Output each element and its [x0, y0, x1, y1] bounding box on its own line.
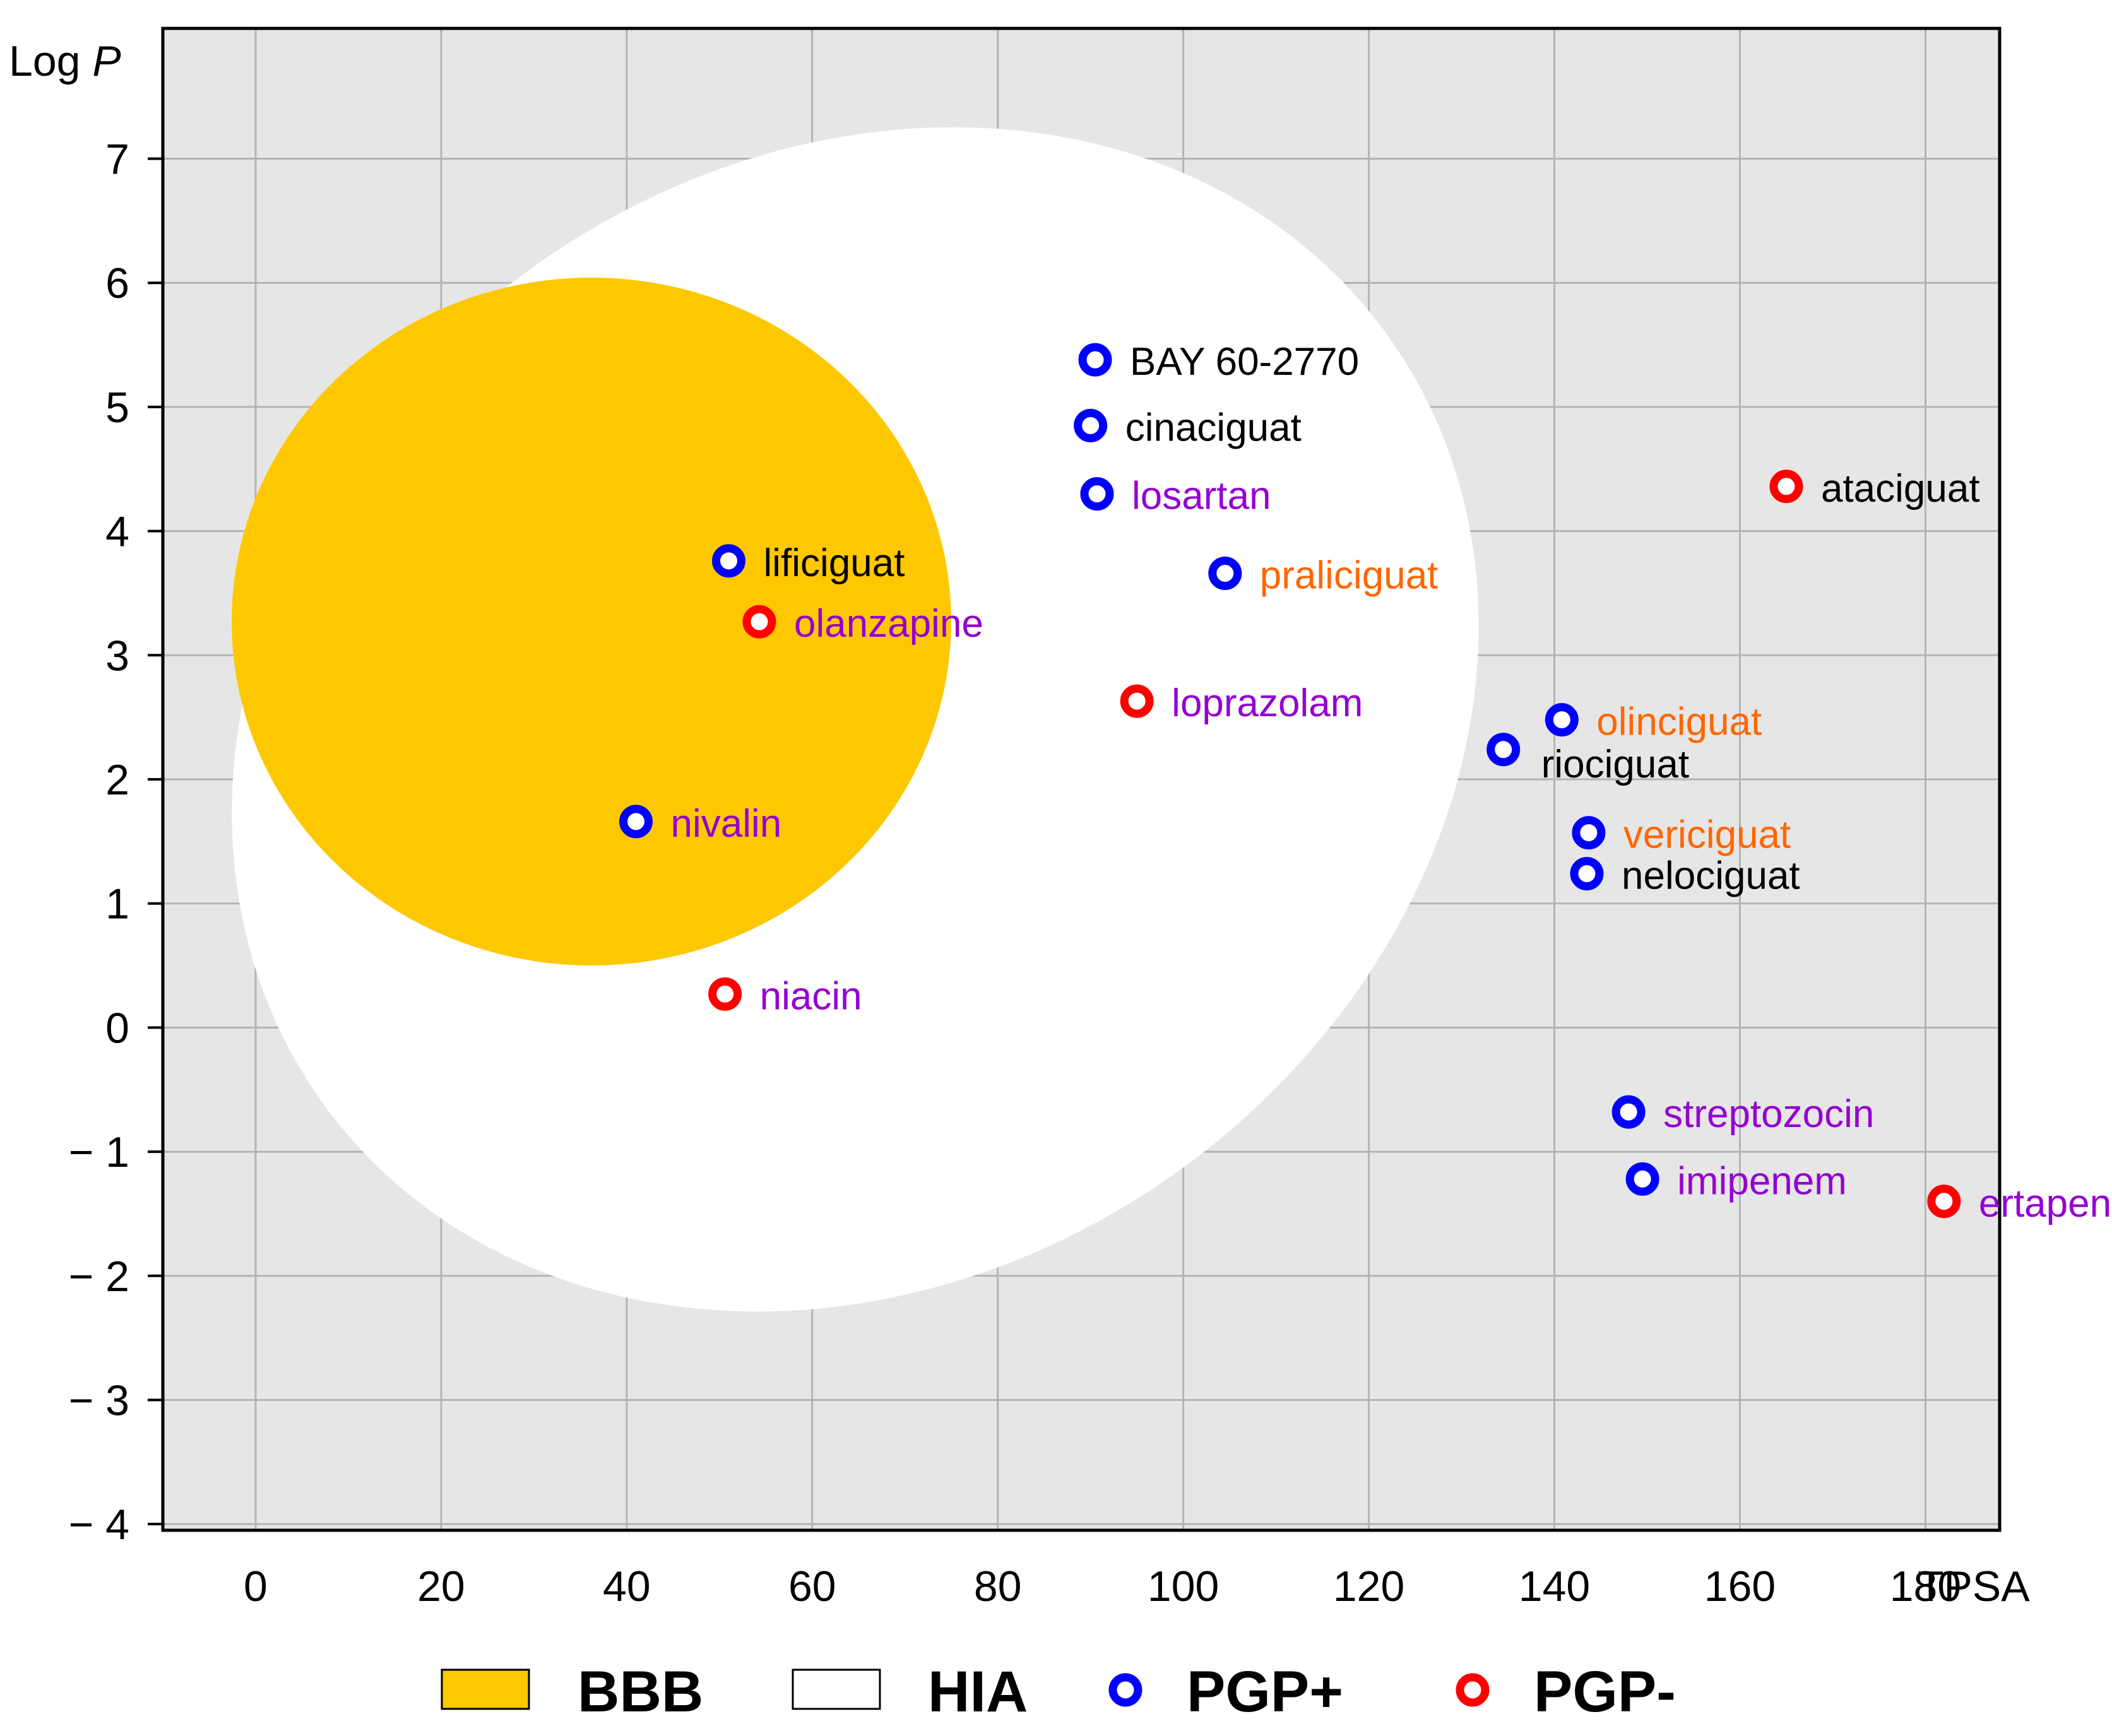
point-label-olanzapine: olanzapine [794, 602, 983, 646]
point-label-nelociguat: nelociguat [1622, 854, 1800, 897]
legend-pgp-plus-marker [1108, 1673, 1142, 1707]
point-marker-praliciguat [1208, 556, 1242, 590]
regions [232, 127, 1479, 1312]
point-label-lificiguat: lificiguat [764, 541, 905, 585]
point-label-niacin: niacin [760, 974, 862, 1018]
point-marker-nivalin [619, 805, 653, 839]
x-tick-label: 140 [1519, 1562, 1590, 1610]
point-marker-losartan [1080, 477, 1114, 511]
point-marker-streptozocin [1611, 1095, 1646, 1129]
y-tick-label: 3 [105, 632, 129, 680]
x-axis-title: TPSA [1918, 1562, 2030, 1610]
legend-bbb-swatch [441, 1668, 530, 1710]
legend-pgp-minus-label: PGP- [1534, 1660, 1676, 1724]
y-tick-label: 1 [105, 880, 129, 928]
point-marker-lificiguat [712, 544, 746, 578]
y-tick-label: 0 [105, 1004, 129, 1052]
x-tick-label: 60 [788, 1562, 836, 1610]
y-tick-label: 7 [105, 136, 129, 184]
data-points: BAY 60-2770 cinaciguat losartan ataciguat li… [619, 340, 2112, 1225]
y-tick-label: − 3 [69, 1376, 129, 1424]
point-label-bay-60-2770: BAY 60-2770 [1130, 340, 1359, 384]
point-marker-olinciguat [1545, 703, 1579, 737]
x-tick-label: 100 [1148, 1562, 1219, 1610]
x-tick-label: 120 [1333, 1562, 1404, 1610]
point-label-cinaciguat: cinaciguat [1125, 406, 1302, 449]
point-marker-vericiguat [1572, 816, 1606, 850]
legend-pgp-minus-marker [1456, 1673, 1490, 1707]
point-marker-ertapenem [1927, 1184, 1961, 1219]
legend-bbb-label: BBB [578, 1660, 703, 1724]
point-label-streptozocin: streptozocin [1663, 1092, 1874, 1136]
point-marker-niacin [708, 977, 742, 1011]
legend-hia-label: HIA [928, 1660, 1028, 1724]
y-tick-label: 5 [105, 384, 129, 432]
point-marker-nelociguat [1570, 856, 1604, 890]
point-label-praliciguat: praliciguat [1260, 553, 1439, 597]
point-marker-ataciguat [1769, 469, 1803, 504]
x-tick-label: 80 [974, 1562, 1022, 1610]
point-marker-bay-60-2770 [1078, 343, 1112, 377]
legend: BBB HIA PGP+ PGP- [441, 1660, 1676, 1724]
point-label-imipenem: imipenem [1677, 1159, 1847, 1203]
y-tick-label: 2 [105, 756, 129, 804]
point-label-riociguat: riociguat [1541, 743, 1689, 786]
point-marker-olanzapine [742, 605, 776, 639]
x-tick-label: 40 [603, 1562, 651, 1610]
x-tick-label: 0 [244, 1562, 268, 1610]
point-label-olinciguat: olinciguat [1596, 700, 1762, 744]
point-label-ertapenem: ertapenem [1979, 1182, 2112, 1225]
legend-pgp-plus-label: PGP+ [1187, 1660, 1343, 1724]
point-marker-imipenem [1625, 1162, 1659, 1196]
legend-hia-swatch [792, 1668, 881, 1710]
y-tick-label: − 1 [69, 1128, 129, 1176]
point-label-loprazolam: loprazolam [1172, 682, 1363, 725]
point-label-nivalin: nivalin [671, 802, 782, 846]
bbb-region [232, 278, 951, 965]
y-tick-label: − 2 [69, 1253, 129, 1301]
point-label-vericiguat: vericiguat [1623, 813, 1791, 857]
point-label-losartan: losartan [1132, 475, 1271, 518]
y-tick-label: 6 [105, 259, 129, 307]
x-tick-label: 160 [1704, 1562, 1776, 1610]
axis-ticks: 7 6 5 4 3 2 1 0 − 1 − 2 − 3 − 4 0 20 40 60 80 100 120 140 16… [69, 136, 1962, 1610]
x-tick-label: 180 [1890, 1562, 1961, 1610]
y-tick-label: − 4 [69, 1501, 129, 1549]
y-axis-title: Log P [9, 37, 121, 85]
point-label-ataciguat: ataciguat [1821, 467, 1980, 511]
point-marker-riociguat [1486, 733, 1521, 767]
point-marker-loprazolam [1120, 684, 1154, 718]
x-tick-label: 20 [417, 1562, 465, 1610]
point-marker-cinaciguat [1074, 408, 1108, 442]
y-tick-label: 4 [105, 508, 129, 556]
